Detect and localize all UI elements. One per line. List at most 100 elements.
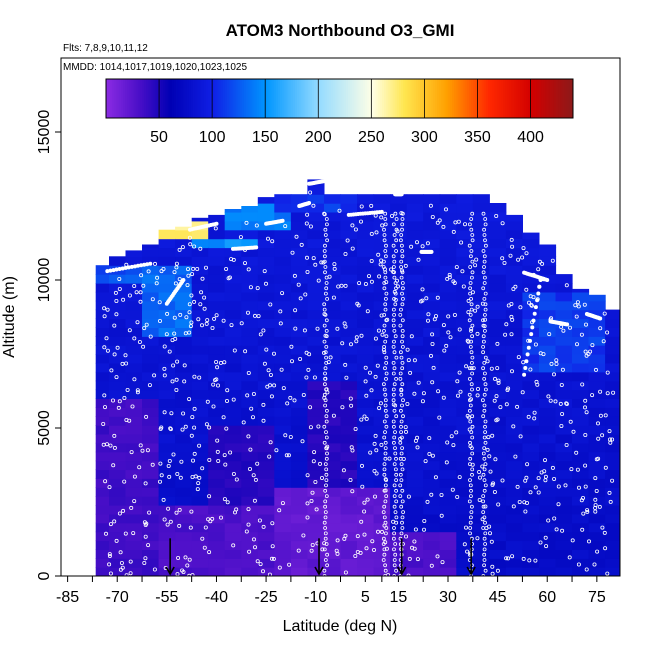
sample-point	[207, 425, 212, 430]
colorbar-tick-label: 300	[411, 129, 438, 146]
sample-point	[316, 278, 321, 283]
field-cell	[290, 220, 308, 231]
field-cell	[95, 354, 113, 364]
sample-point	[177, 277, 182, 282]
field-cell	[439, 203, 457, 213]
colorbar-segment	[333, 79, 336, 118]
colorbar-tick-label: 50	[150, 129, 168, 146]
field-cell	[274, 203, 292, 213]
sample-point	[232, 348, 237, 353]
colorbar-segment	[462, 79, 466, 118]
field-cell	[406, 442, 424, 453]
sample-point	[391, 318, 396, 323]
field-cell	[290, 442, 308, 453]
sample-point	[482, 403, 487, 408]
field-cell	[142, 398, 160, 408]
sample-point	[117, 286, 122, 291]
field-cell	[489, 522, 507, 533]
colorbar-segment	[558, 79, 561, 118]
sample-point	[255, 286, 260, 291]
field-cell	[456, 309, 474, 320]
sample-point	[469, 366, 474, 371]
field-cell	[142, 318, 160, 328]
field-cell	[522, 354, 540, 364]
field-cell	[456, 336, 474, 346]
sample-points	[101, 178, 616, 576]
field-cell	[257, 203, 275, 213]
field-cell	[109, 513, 127, 524]
sample-point	[470, 238, 475, 243]
sample-point	[522, 372, 527, 377]
sample-point	[185, 283, 190, 288]
sample-point	[398, 350, 403, 355]
sample-point	[324, 360, 329, 365]
sample-point	[481, 270, 486, 275]
sample-point	[383, 211, 388, 216]
field-cell	[257, 291, 275, 302]
sample-point	[364, 393, 369, 398]
field-cell	[290, 194, 308, 204]
sample-point	[511, 424, 516, 429]
field-cell	[555, 469, 573, 479]
sample-point	[481, 510, 486, 514]
sample-point	[379, 529, 384, 534]
field-cell	[142, 540, 160, 550]
field-cell	[307, 487, 325, 497]
field-cell	[274, 407, 292, 417]
field-cell	[208, 327, 226, 337]
sample-point	[393, 510, 398, 514]
field-cell	[357, 433, 375, 444]
sample-point	[384, 243, 388, 248]
field-cell	[257, 345, 275, 355]
colorbar-segment	[375, 79, 379, 118]
sample-point	[428, 353, 433, 358]
sample-point	[241, 420, 246, 425]
sample-point	[171, 452, 176, 457]
field-cell	[208, 478, 226, 488]
sample-point	[190, 474, 195, 479]
sample-point	[595, 549, 600, 554]
sample-point	[403, 263, 408, 268]
x-tick-label: -10	[304, 589, 327, 606]
field-cell	[125, 567, 143, 576]
colorbar-tick-label: 150	[252, 129, 279, 146]
sample-point	[583, 484, 588, 489]
colorbar-segment	[528, 79, 531, 118]
sample-point	[529, 302, 534, 307]
sample-point	[392, 350, 397, 355]
colorbar-segment	[517, 79, 521, 118]
field-cell	[158, 362, 176, 373]
field-cell	[95, 327, 113, 337]
field-cell	[95, 505, 113, 515]
field-cell	[406, 327, 424, 337]
field-cell	[324, 540, 342, 550]
field-cell	[340, 291, 358, 302]
sample-point	[469, 360, 474, 365]
sample-point	[250, 415, 255, 420]
field-cell	[439, 283, 457, 293]
field-cell	[95, 318, 113, 328]
sample-point	[469, 510, 474, 514]
field-cell	[340, 567, 358, 576]
field-cell	[208, 416, 226, 426]
colorbar-segment	[458, 79, 461, 118]
sample-point	[482, 456, 487, 461]
field-cell	[423, 416, 441, 426]
sample-point	[146, 543, 151, 548]
field-cell	[522, 460, 540, 471]
colorbar-segment	[409, 79, 413, 118]
field-cell	[406, 345, 424, 355]
field-cell	[125, 389, 143, 399]
sample-point	[544, 544, 549, 549]
field-cell	[307, 531, 325, 542]
field-cell	[539, 244, 557, 249]
sample-point	[399, 275, 404, 280]
sample-point	[610, 437, 615, 442]
colorbar-segment	[388, 79, 391, 118]
sample-point	[373, 374, 378, 379]
field-cell	[175, 371, 193, 382]
sample-point	[324, 467, 329, 472]
field-cell	[605, 425, 620, 435]
sample-point	[324, 355, 329, 360]
sample-point	[246, 434, 251, 439]
